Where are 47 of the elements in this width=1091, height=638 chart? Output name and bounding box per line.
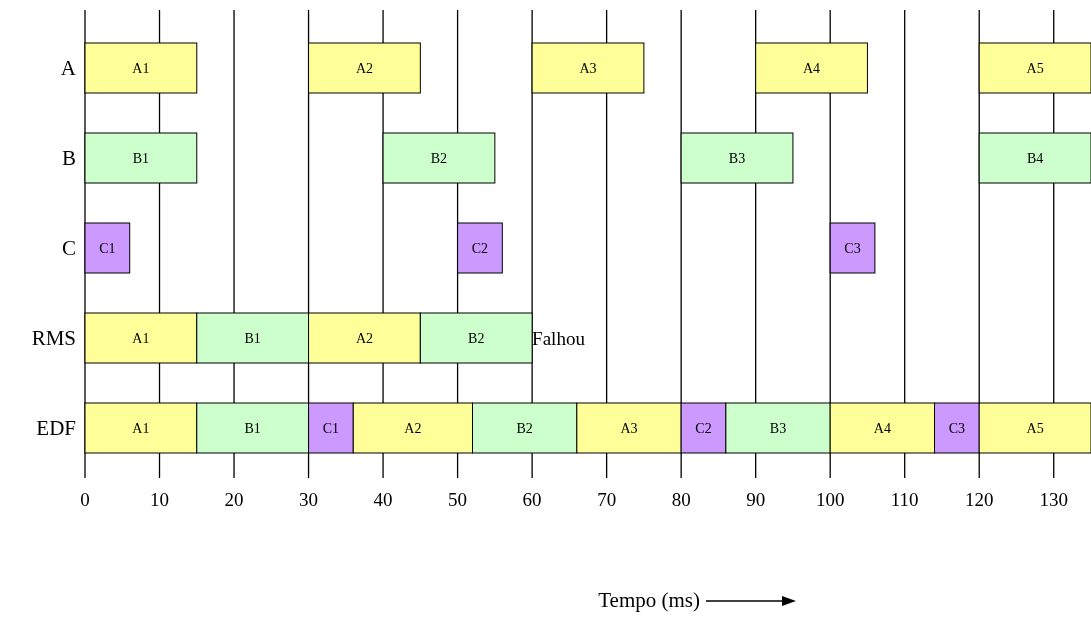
x-tick-label: 80	[671, 489, 691, 510]
data-label: C2	[695, 421, 712, 436]
x-axis-title: Tempo (ms)	[598, 588, 700, 612]
data-label: A3	[620, 421, 638, 436]
data-label: B3	[728, 151, 746, 166]
x-tick-label: 10	[150, 489, 170, 510]
y-tick-label: B	[61, 146, 76, 170]
data-label: A1	[132, 331, 150, 346]
x-tick-label: 0	[80, 489, 90, 510]
data-label: B2	[430, 151, 448, 166]
y-tick-label: EDF	[36, 416, 76, 440]
x-tick-label: 50	[448, 489, 468, 510]
y-tick-label: A	[60, 56, 77, 80]
x-tick-label: 130	[1039, 489, 1068, 510]
x-tick-label: 110	[890, 489, 919, 510]
x-tick-label: 70	[597, 489, 617, 510]
data-label: C3	[948, 421, 966, 436]
data-label: A2	[404, 421, 422, 436]
data-label: B2	[468, 331, 485, 346]
data-label: A1	[132, 421, 150, 436]
data-label: C1	[99, 241, 116, 256]
data-label: C1	[322, 421, 340, 436]
y-tick-label: RMS	[31, 326, 76, 350]
data-label: B4	[1026, 151, 1044, 166]
data-label: C3	[844, 241, 861, 256]
x-tick-label: 100	[815, 489, 845, 510]
y-tick-label: C	[61, 236, 76, 260]
data-label: A5	[1026, 61, 1044, 76]
data-label: B1	[244, 331, 261, 346]
data-label: A2	[355, 331, 374, 346]
data-label: A4	[802, 61, 821, 76]
x-tick-label: 120	[964, 489, 994, 510]
x-tick-label: 20	[224, 489, 244, 510]
x-tick-label: 60	[522, 489, 542, 510]
data-label: A2	[355, 61, 374, 76]
x-tick-label: 30	[299, 489, 319, 510]
data-label: B2	[516, 421, 533, 436]
data-label: B1	[244, 421, 261, 436]
data-label: A1	[132, 61, 150, 76]
x-tick-label: 90	[746, 489, 766, 510]
data-label: B1	[132, 151, 150, 166]
data-label: B3	[769, 421, 787, 436]
data-label: A3	[579, 61, 597, 76]
data-label: A5	[1026, 421, 1044, 436]
x-tick-label: 40	[373, 489, 393, 510]
data-label: C2	[471, 241, 489, 256]
data-label: A4	[873, 421, 891, 436]
